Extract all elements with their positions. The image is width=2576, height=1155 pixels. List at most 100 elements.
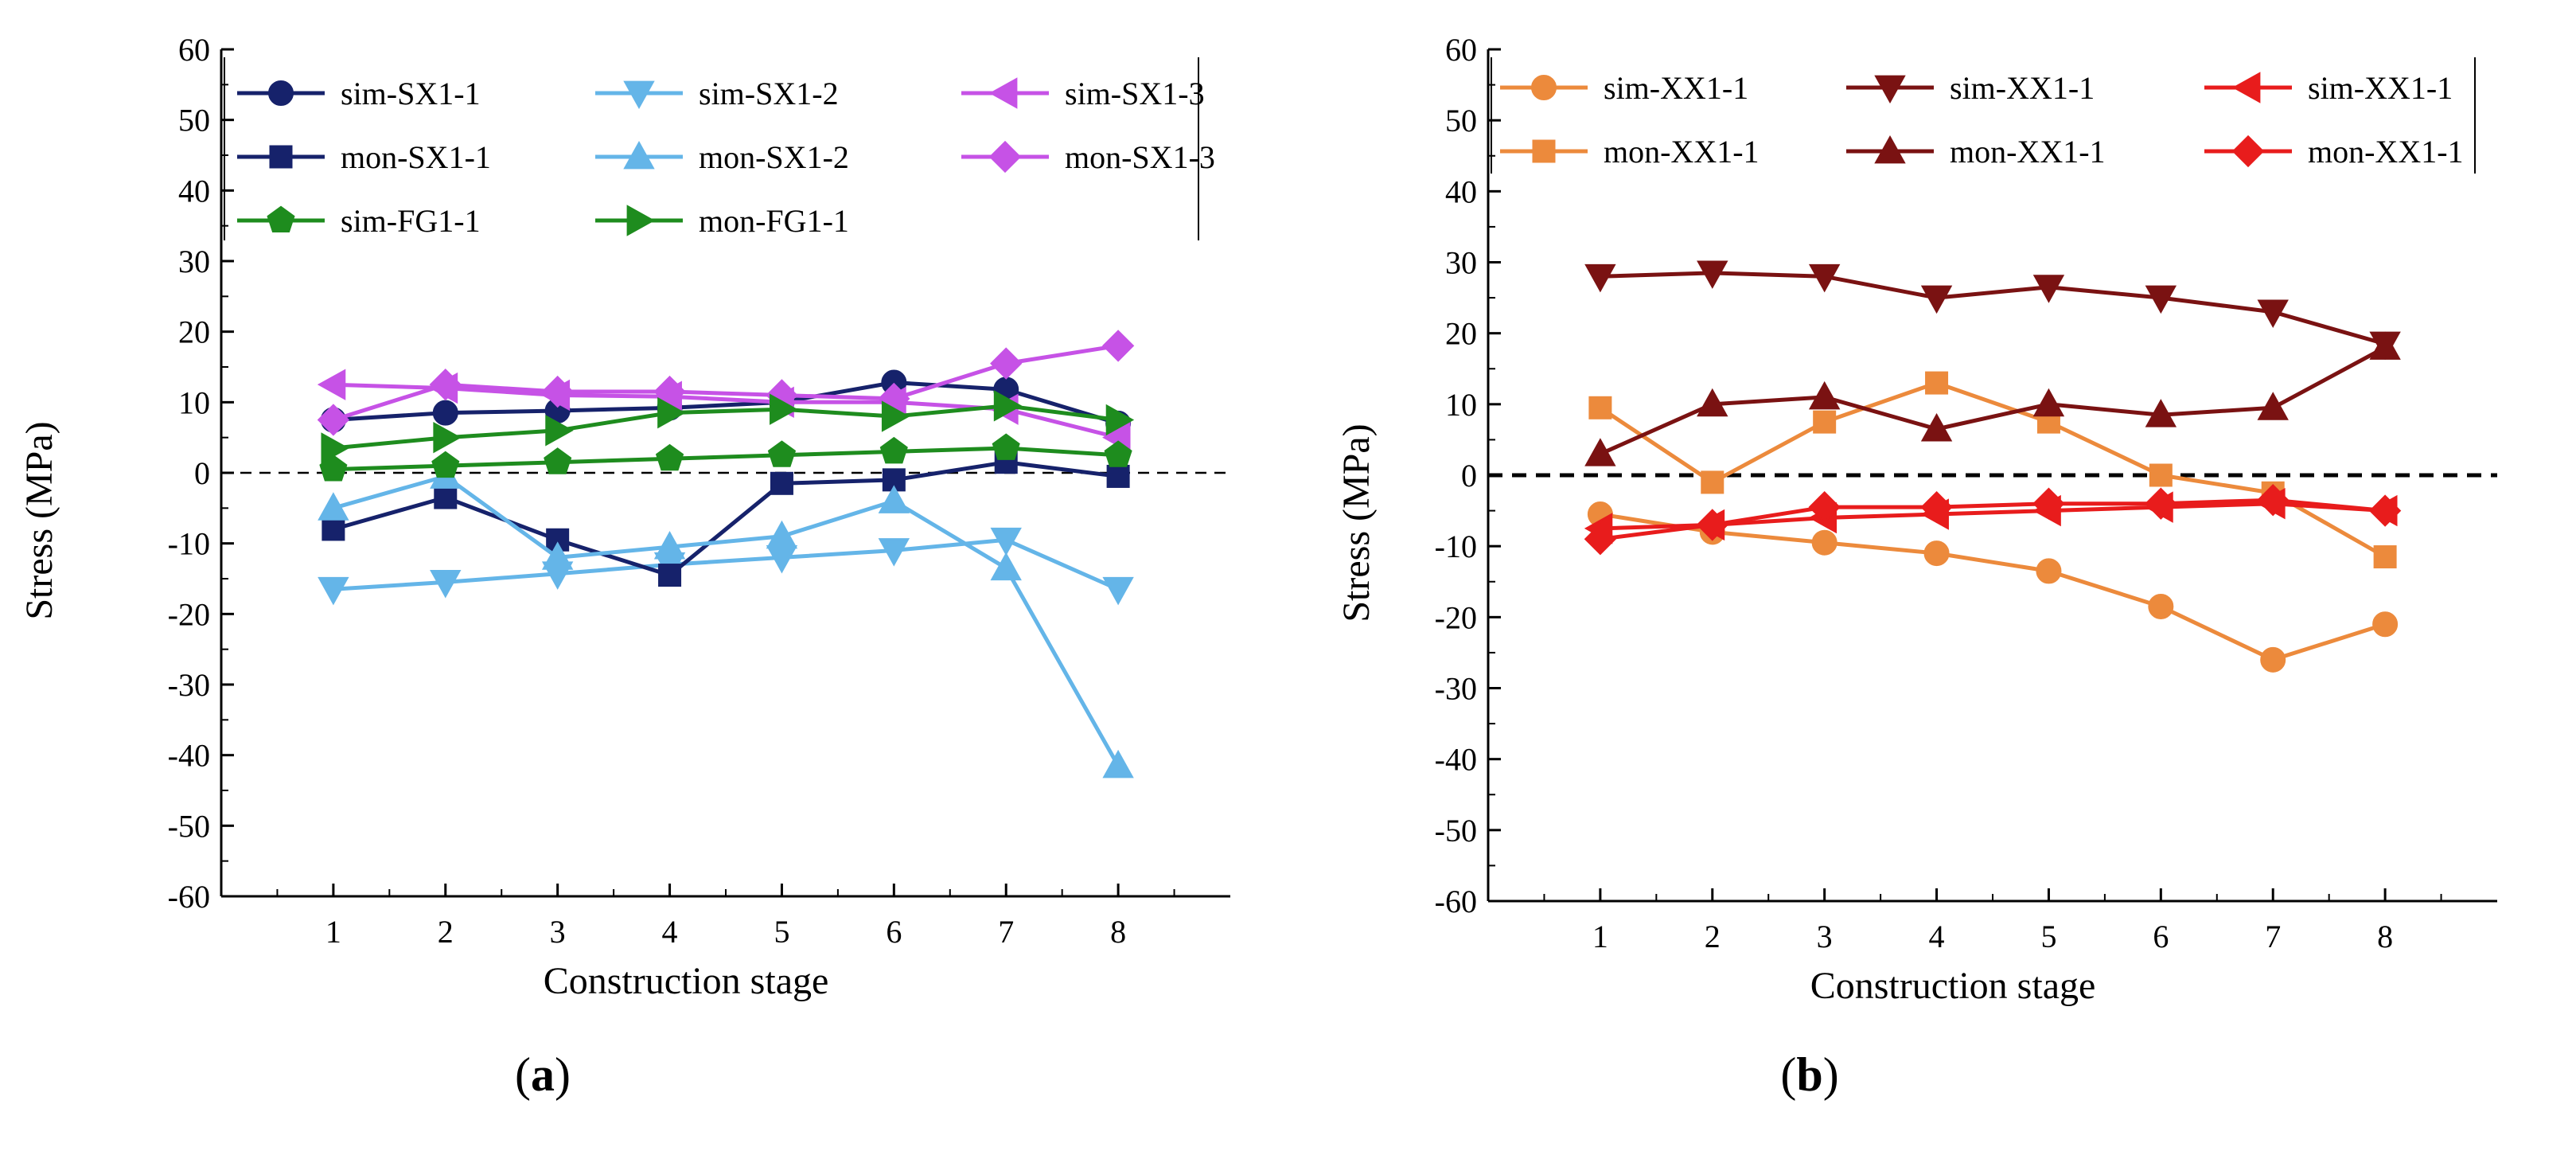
data-point [434,486,458,509]
legend-label: mon-FG1-1 [699,203,849,239]
data-point [319,455,348,482]
legend-label: mon-XX1-1 [1604,134,1760,170]
data-point [657,396,686,429]
legend-item: sim-XX1-1 [1846,70,2095,106]
legend-item: sim-XX1-1 [2204,70,2453,106]
data-point [1813,410,1837,434]
series-line [333,343,1119,422]
x-tick-label: 1 [1592,919,1608,954]
legend-item: sim-SX1-3 [961,76,1205,111]
y-tick-label: 50 [178,103,210,139]
y-tick-label: 0 [1461,458,1477,494]
legend-item: sim-SX1-1 [237,76,481,111]
legend-item: mon-XX1-1 [1846,134,2106,170]
data-point [1920,285,1953,314]
legend-item: sim-FG1-1 [237,203,481,239]
series-line [1600,512,2386,662]
legend-item: sim-XX1-1 [1500,70,1748,106]
legend-item: mon-SX1-2 [595,139,849,175]
data-point [878,538,910,567]
x-axis-title: Construction stage [544,960,829,1002]
legend-label: mon-XX1-1 [1950,134,2106,170]
x-axis-title: Construction stage [1810,965,2096,1007]
y-tick-label: -20 [1435,599,1477,635]
series-mon-XX1-1 [1588,371,2397,569]
data-point [1925,371,1949,395]
legend-item: mon-XX1-1 [1500,134,1760,170]
data-point [317,369,346,400]
y-tick-label: -50 [1435,813,1477,849]
data-point [2257,392,2289,420]
series-line [1599,345,2387,456]
y-tick-label: 40 [1445,174,1477,209]
chart-panel-b: 60 50 40 30 20 10 0 -10 -20 -30 -40 -50 -60 1 2 3 4 5 6 7 8 C… [1335,32,2497,1101]
data-point [770,471,793,495]
data-point [1102,576,1134,606]
data-point [1101,330,1135,362]
data-point [993,390,1023,422]
legend-marker [988,77,1018,109]
y-tick-label: -60 [168,879,210,915]
legend-label: mon-XX1-1 [2308,134,2464,170]
x-tick-label: 2 [1705,919,1721,954]
legend-label: mon-SX1-3 [1065,139,1215,175]
series-sim-XX1-1 [1584,260,2401,361]
legend-item: mon-FG1-1 [595,203,849,239]
data-point [1808,380,1841,410]
legend-item: mon-XX1-1 [2204,134,2464,170]
data-point [655,443,684,471]
data-point [766,520,798,549]
legend: sim-XX1-1 sim-XX1-1 sim-XX1-1 mon-XX1-1 mon-… [1491,57,2476,174]
data-point [1697,388,1728,417]
y-tick-label: -10 [1435,529,1477,564]
legend-label: mon-SX1-2 [699,139,849,175]
series-mon-XX1-1 [1584,484,2402,556]
y-tick-label: -20 [168,596,210,632]
data-point [658,564,682,587]
legend-marker [1532,139,1556,163]
legend-marker [268,80,294,106]
series-line [333,474,1120,767]
y-tick-label: -10 [168,526,210,562]
data-point [1106,464,1130,488]
data-point [1584,438,1616,466]
x-tick-label: 6 [886,914,902,950]
y-tick-label: 20 [1445,316,1477,352]
data-point [992,433,1020,460]
legend-marker [626,205,656,236]
x-tick-label: 8 [1110,914,1126,950]
series-line [1600,271,2386,346]
legend-label: sim-SX1-3 [1065,76,1205,111]
x-tick-label: 7 [2265,919,2281,954]
x-tick-label: 7 [998,914,1014,950]
series-mon-XX1-1 [1584,331,2401,466]
x-tick-label: 3 [550,914,566,950]
data-point [1808,263,1841,293]
series-mon-SX1-3 [317,330,1135,436]
data-point [990,527,1022,556]
data-point [1697,260,1728,289]
data-point [990,347,1023,380]
data-point [2032,487,2065,520]
series-sim-XX1-1 [1587,501,2399,673]
data-point [2369,331,2401,360]
data-point [318,576,349,606]
data-point [878,485,910,513]
data-point [2036,558,2062,584]
x-tick-label: 6 [2153,919,2169,954]
data-point [2368,494,2402,527]
data-point [431,451,460,478]
y-tick-label: 0 [194,455,210,491]
legend-marker [2231,72,2261,103]
data-point [2149,463,2173,487]
series-mon-SX1-2 [318,460,1134,778]
series-line [333,404,1119,451]
legend-item: mon-SX1-3 [961,139,1215,175]
legend-label: sim-SX1-1 [341,76,481,111]
legend-label: sim-XX1-1 [1604,70,1748,106]
data-point [1920,490,1953,524]
chart-panel-a: 60 50 40 30 20 10 0 -10 -20 -30 -40 -50 -60 1 2 3 4 5 6 7 8 C… [18,32,1230,1101]
data-point [544,447,572,474]
panel-label: (b) [1780,1048,1838,1101]
